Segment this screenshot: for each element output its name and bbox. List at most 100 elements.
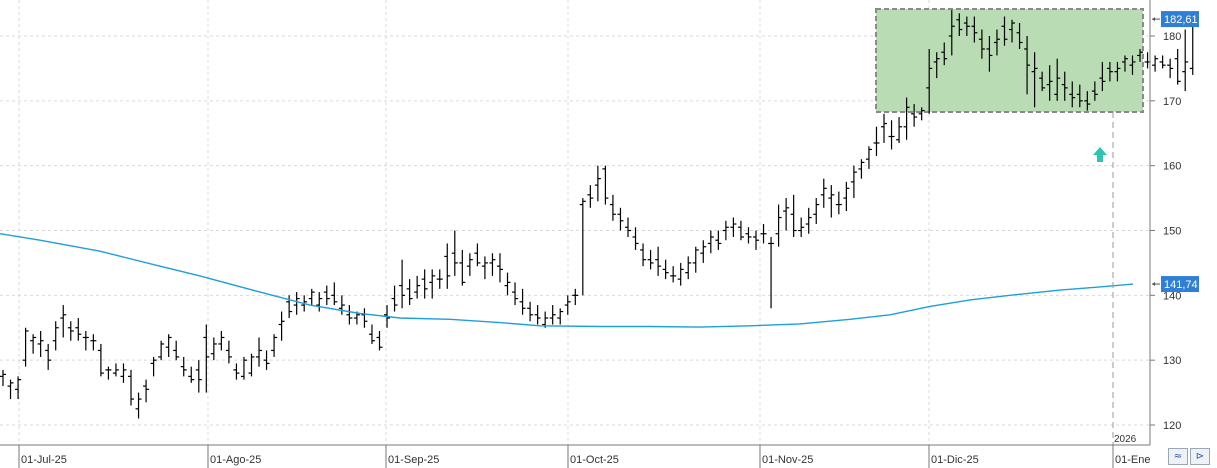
ohlc-bar [391,285,398,312]
ma-value-badge-text: 141,74 [1164,279,1198,291]
ohlc-bar [1121,55,1128,72]
ohlc-bar [30,334,37,354]
ohlc-bar [549,305,556,325]
ohlc-bar [632,227,639,250]
ohlc-bar [903,97,910,140]
ohlc-bar [323,285,330,306]
ohlc-bar [143,379,150,403]
ohlc-bar [820,178,827,208]
ohlc-bar [1016,23,1023,49]
ohlc-bar [670,266,677,283]
ohlc-bar [926,48,933,114]
ohlc-bar [587,185,594,208]
ohlc-bar [1137,48,1144,62]
ohlc-bar [542,311,549,328]
ohlc-bar [1167,58,1174,79]
ohlc-bar [7,379,14,400]
ohlc-bar [768,236,775,309]
x-tick-label: 01-Jul-25 [21,454,67,466]
ohlc-bar [293,292,300,315]
zoom-button[interactable]: ≈ [1168,448,1188,465]
ohlc-bar [15,376,22,400]
ohlc-bar [760,224,767,244]
ohlc-bar [67,321,74,341]
moving-average-line [0,233,1134,328]
ohlc-bar [399,259,406,309]
y-tick-label: 120 [1163,420,1181,432]
ohlc-bar [481,256,488,280]
y-tick-label: 160 [1163,161,1181,173]
price-bars [0,10,1196,419]
ohlc-bar [278,311,285,341]
ohlc-bar [933,52,940,79]
ohlc-bar [489,253,496,276]
ohlc-bar [512,282,519,306]
ohlc-bar [1076,84,1083,108]
ohlc-bar [1099,61,1106,92]
ohlc-bar [233,363,240,380]
ohlc-bar [271,334,278,357]
y-axis: 120 130 140 150 160 170 180 [1149,0,1181,445]
ohlc-bar [338,295,345,315]
ohlc-bar [105,366,112,380]
ohlc-bar [1159,55,1166,69]
ohlc-bar [700,240,707,263]
last-price-badge: 182,61 [1152,11,1199,28]
ohlc-bar [128,369,135,406]
ohlc-bar [203,324,210,393]
ohlc-bar [22,327,29,367]
ohlc-bar [858,159,865,179]
ohlc-bar [376,330,383,351]
scroll-right-button[interactable]: ⊳ [1190,448,1210,465]
ohlc-bar [873,126,880,156]
x-tick-label: 01-Dic-25 [931,454,979,466]
ohlc-bar [557,308,564,325]
ohlc-bar [896,117,903,143]
chart-toolbar: ≈ ⊳ [1168,448,1217,468]
ohlc-bar [1152,55,1159,72]
ohlc-bar [602,165,609,205]
ohlc-bar [805,207,812,234]
ohlc-bar [775,204,782,247]
ohlc-bar [361,308,368,328]
ohlc-bar [188,366,195,383]
ohlc-bar [135,392,142,419]
ohlc-bar [828,185,835,218]
ohlc-bar [240,356,247,380]
ohlc-bar [941,42,948,66]
ohlc-bar [504,272,511,296]
ohlc-bar [75,318,82,341]
ohlc-bar [519,288,526,315]
ohlc-bar [617,207,624,231]
ohlc-bar [730,217,737,237]
ohlc-bar [662,259,669,280]
x-axis: 01-Jul-25 01-Ago-25 01-Sep-25 01-Oct-25 01-N… [0,434,1150,468]
ohlc-bar [466,253,473,276]
last-price-badge-text: 182,61 [1164,14,1198,26]
ohlc-bar [1182,29,1189,92]
ohlc-bar [474,243,481,267]
highlight-box [875,8,1144,113]
ohlc-bar [798,217,805,237]
ohlc-bar [685,256,692,280]
y-tick-label: 170 [1163,96,1181,108]
ohlc-bar [971,16,978,43]
ohlc-bar [888,120,895,150]
ohlc-bar [707,230,714,254]
ohlc-bar [1069,81,1076,108]
ohlc-bar [1024,36,1031,95]
y-tick-label: 140 [1163,290,1181,302]
x-tick-label: 01-Oct-25 [570,454,619,466]
x-tick-label: 01-Ago-25 [210,454,261,466]
ohlc-bar [90,334,97,351]
ohlc-bar [195,360,202,393]
ohlc-bar [421,269,428,299]
ohlc-bar [248,353,255,377]
ohlc-bar [316,292,323,312]
ohlc-bar [918,107,925,121]
ohlc-bar [963,16,970,36]
ohlc-bar [173,340,180,361]
ohlc-bar [843,181,850,212]
ohlc-bar [783,198,790,231]
